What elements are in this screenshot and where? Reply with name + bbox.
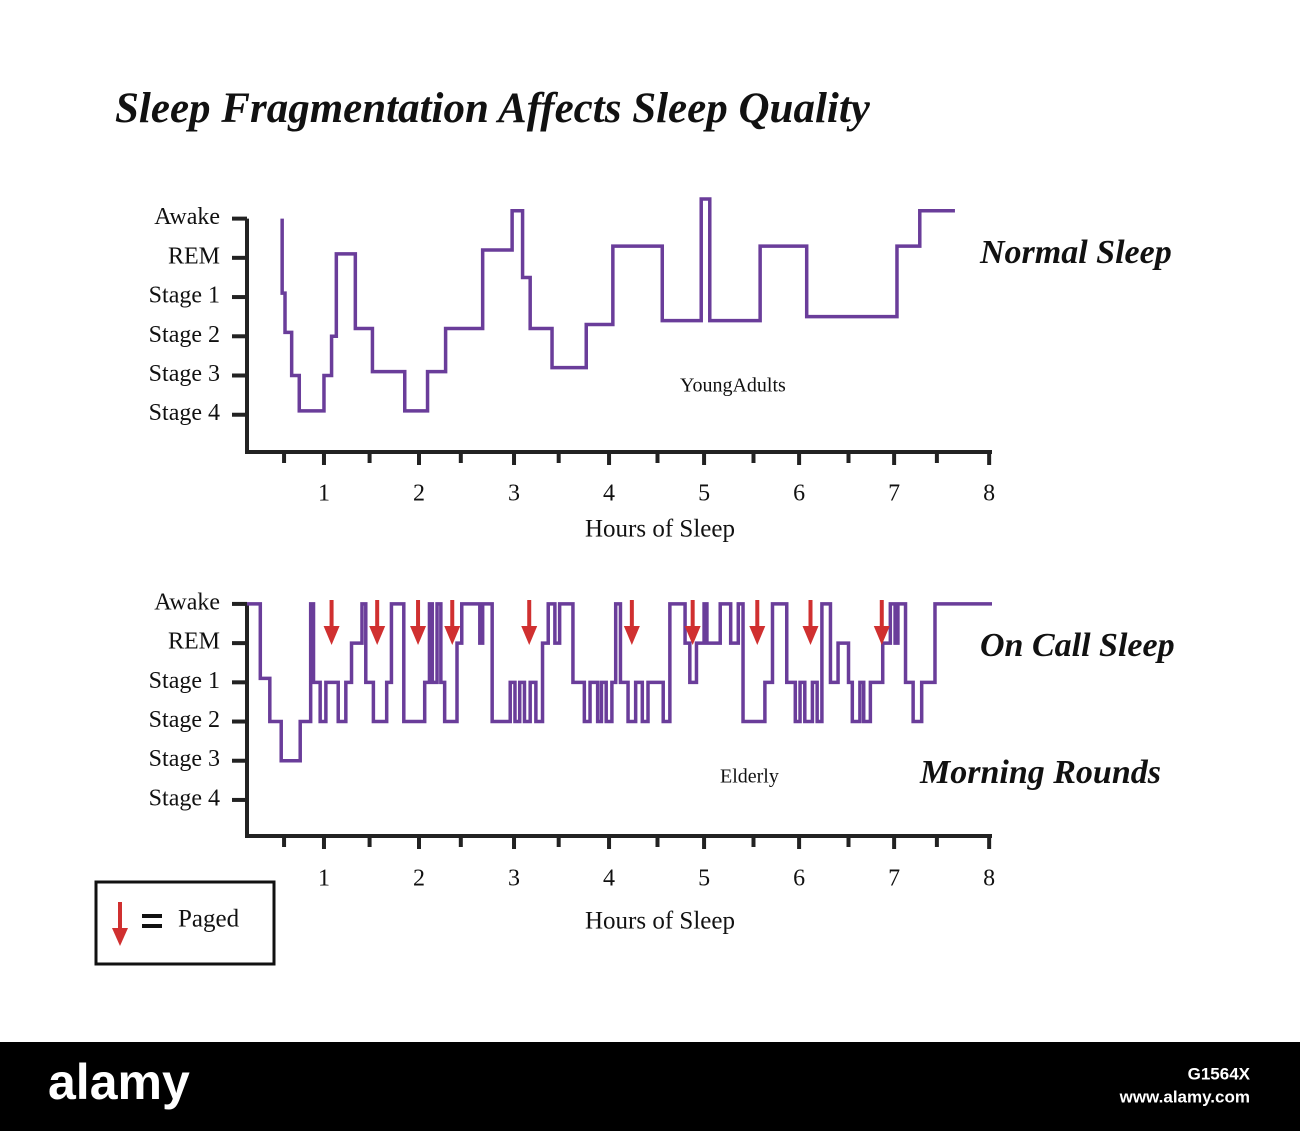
paged-arrow-head xyxy=(873,626,890,645)
paged-arrow xyxy=(444,600,461,645)
paged-arrow-head xyxy=(749,626,766,645)
y-tick-label: Awake xyxy=(154,204,220,230)
x-tick-label: 7 xyxy=(888,481,900,507)
x-tick-label: 2 xyxy=(413,481,425,507)
x-axis-title: Hours of Sleep xyxy=(585,516,735,543)
x-tick-label: 4 xyxy=(603,481,615,507)
legend-box xyxy=(94,880,276,966)
panel-label: Morning Rounds xyxy=(919,754,1161,791)
paged-arrow-head xyxy=(623,626,640,645)
paged-arrow xyxy=(684,600,701,645)
x-tick-label: 1 xyxy=(318,866,330,892)
x-tick-label: 2 xyxy=(413,866,425,892)
x-tick-label: 5 xyxy=(698,481,710,507)
legend-equals xyxy=(142,914,162,918)
paged-arrow xyxy=(873,600,890,645)
watermark-band xyxy=(0,1042,1300,1131)
y-tick-label: REM xyxy=(168,629,220,655)
paged-arrow-head xyxy=(410,626,427,645)
x-axis-title: Hours of Sleep xyxy=(585,908,735,935)
paged-arrow-head xyxy=(369,626,386,645)
y-tick-label: REM xyxy=(168,243,220,269)
paged-arrow xyxy=(802,600,819,645)
watermark-url: www.alamy.com xyxy=(1119,1087,1250,1106)
panel-label: Normal Sleep xyxy=(979,234,1172,271)
paged-arrow xyxy=(369,600,386,645)
legend-arrow-head xyxy=(112,928,128,946)
x-tick-label: 6 xyxy=(793,481,805,507)
paged-arrow xyxy=(749,600,766,645)
sleep-trace xyxy=(280,197,955,413)
paged-arrow-head xyxy=(684,626,701,645)
paged-arrow-head xyxy=(323,626,340,645)
x-tick-label: 4 xyxy=(603,866,615,892)
y-tick-label: Stage 3 xyxy=(149,746,220,772)
legend-equals xyxy=(142,924,162,928)
paged-arrow-head xyxy=(444,626,461,645)
y-tick-label: Stage 2 xyxy=(149,707,220,733)
x-tick-label: 5 xyxy=(698,866,710,892)
annotation: YoungAdults xyxy=(680,375,786,397)
y-tick-label: Stage 3 xyxy=(149,361,220,387)
panel-label: On Call Sleep xyxy=(980,627,1175,664)
legend-label: Paged xyxy=(178,906,240,933)
x-tick-label: 1 xyxy=(318,481,330,507)
y-tick-label: Stage 2 xyxy=(149,322,220,348)
x-tick-label: 8 xyxy=(983,481,995,507)
x-tick-label: 6 xyxy=(793,866,805,892)
y-tick-label: Stage 4 xyxy=(149,400,220,426)
x-tick-label: 7 xyxy=(888,866,900,892)
paged-arrow xyxy=(623,600,640,645)
x-tick-label: 3 xyxy=(508,866,520,892)
annotation: Elderly xyxy=(720,766,779,788)
x-tick-label: 8 xyxy=(983,866,995,892)
y-tick-label: Stage 1 xyxy=(149,283,220,309)
x-tick-label: 3 xyxy=(508,481,520,507)
y-tick-label: Stage 1 xyxy=(149,668,220,694)
sleep-trace xyxy=(247,602,992,763)
watermark-logo: alamy xyxy=(48,1054,190,1110)
paged-arrow xyxy=(323,600,340,645)
paged-arrow-head xyxy=(802,626,819,645)
paged-arrow xyxy=(521,600,538,645)
paged-arrow xyxy=(410,600,427,645)
y-tick-label: Awake xyxy=(154,589,220,615)
watermark-id: G1564X xyxy=(1188,1064,1251,1083)
paged-arrow-head xyxy=(521,626,538,645)
y-tick-label: Stage 4 xyxy=(149,785,220,811)
chart-title: Sleep Fragmentation Affects Sleep Qualit… xyxy=(115,85,871,132)
